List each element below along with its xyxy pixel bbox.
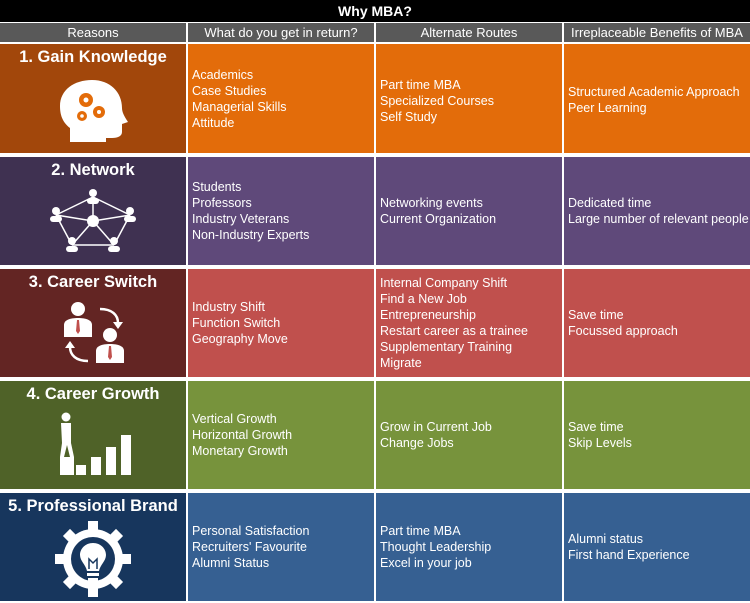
reason-title: 2. Network <box>51 161 135 179</box>
list-item: Excel in your job <box>380 556 472 570</box>
reason-gain-knowledge: 1. Gain Knowledge <box>0 44 186 153</box>
benefits-cell-3: Save time Focussed approach <box>564 269 750 377</box>
alternates-cell-3: Internal Company Shift Find a New Job En… <box>376 269 562 377</box>
list-item: Part time MBA <box>380 524 461 538</box>
list-item: Self Study <box>380 110 437 124</box>
list-item: Industry Shift <box>192 300 265 314</box>
list-item: Attitude <box>192 115 235 130</box>
list-item: Specialized Courses <box>380 94 494 108</box>
list-item: Skip Levels <box>568 436 632 450</box>
reason-title: 3. Career Switch <box>28 273 158 291</box>
reason-professional-brand: 5. Professional Brand <box>0 493 186 601</box>
list-item: Thought Leadership <box>380 540 492 554</box>
returns-cell-4: Vertical Growth Horizontal Growth Moneta… <box>188 381 374 489</box>
reason-career-growth: 4. Career Growth <box>0 381 186 489</box>
page-title: Why MBA? <box>0 0 750 22</box>
list-item: Managerial Skills <box>192 99 287 114</box>
header-benefits: Irreplaceable Benefits of MBA <box>564 23 750 42</box>
list-item: Non-Industry Experts <box>192 228 310 242</box>
growth-stairs-icon <box>60 412 131 475</box>
reason-title: 1. Gain Knowledge <box>19 48 167 66</box>
network-people-icon <box>50 189 136 252</box>
reason-title: 5. Professional Brand <box>8 497 178 515</box>
returns-cell-2: Students Professors Industry Veterans No… <box>188 157 374 265</box>
list-item: Alumni Status <box>192 556 270 570</box>
alternates-cell-5: Part time MBA Thought Leadership Excel i… <box>376 493 562 601</box>
benefits-cell-2: Dedicated time Large number of relevant … <box>564 157 750 265</box>
alternates-cell-4: Grow in Current Job Change Jobs <box>376 381 562 489</box>
list-item: Current Organization <box>380 212 497 226</box>
list-item: Focussed approach <box>568 324 678 338</box>
list-item: Dedicated time <box>568 196 652 210</box>
list-item: Personal Satisfaction <box>192 524 310 538</box>
list-item: Restart career as a trainee <box>380 324 528 338</box>
list-item: Professors <box>192 196 252 210</box>
list-item: Save time <box>568 308 624 322</box>
list-item: Academics <box>192 67 254 82</box>
brain-gears-icon <box>60 80 128 142</box>
list-item: Part time MBA <box>380 78 461 92</box>
switch-people-icon <box>64 302 124 363</box>
list-item: Monetary Growth <box>192 444 288 458</box>
list-item: Migrate <box>380 356 422 370</box>
list-item: Peer Learning <box>568 101 647 115</box>
gear-lightbulb-icon <box>55 521 131 597</box>
list-item: Horizontal Growth <box>192 428 293 442</box>
list-item: Industry Veterans <box>192 212 290 226</box>
list-item: Recruiters' Favourite <box>192 540 307 554</box>
returns-cell-1: Academics Case Studies Managerial Skills… <box>188 44 374 153</box>
benefits-cell-5: Alumni status First hand Experience <box>564 493 750 601</box>
reason-career-switch: 3. Career Switch <box>0 269 186 377</box>
list-item: Grow in Current Job <box>380 420 492 434</box>
list-item: Case Studies <box>192 83 267 98</box>
list-item: First hand Experience <box>568 548 690 562</box>
benefits-cell-4: Save time Skip Levels <box>564 381 750 489</box>
list-item: Students <box>192 180 242 194</box>
header-returns: What do you get in return? <box>188 23 374 42</box>
list-item: Save time <box>568 420 624 434</box>
list-item: Function Switch <box>192 316 281 330</box>
list-item: Find a New Job <box>380 292 467 306</box>
reason-network: 2. Network <box>0 157 186 265</box>
header-reasons: Reasons <box>0 23 186 42</box>
list-item: Change Jobs <box>380 436 454 450</box>
alternates-cell-1: Part time MBA Specialized Courses Self S… <box>376 44 562 153</box>
alternates-cell-2: Networking events Current Organization <box>376 157 562 265</box>
benefits-cell-1: Structured Academic Approach Peer Learni… <box>564 44 750 153</box>
list-item: Alumni status <box>568 532 644 546</box>
list-item: Supplementary Training <box>380 340 513 354</box>
list-item: Vertical Growth <box>192 412 277 426</box>
list-item: Large number of relevant people <box>568 212 749 226</box>
list-item: Entrepreneurship <box>380 308 476 322</box>
returns-cell-3: Industry Shift Function Switch Geography… <box>188 269 374 377</box>
reason-title: 4. Career Growth <box>26 385 160 403</box>
list-item: Networking events <box>380 196 483 210</box>
list-item: Structured Academic Approach <box>568 85 740 99</box>
list-item: Geography Move <box>192 332 288 346</box>
returns-cell-5: Personal Satisfaction Recruiters' Favour… <box>188 493 374 601</box>
list-item: Internal Company Shift <box>380 276 508 290</box>
header-alternates: Alternate Routes <box>376 23 562 42</box>
